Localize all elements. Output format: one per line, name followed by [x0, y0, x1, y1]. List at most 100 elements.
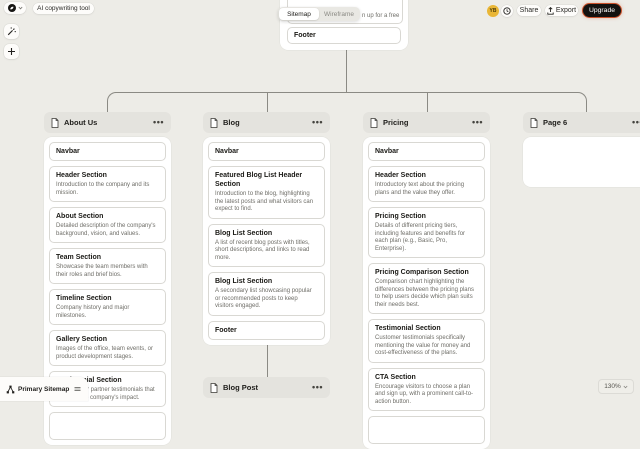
- section-description: Images of the office, team events, or pr…: [56, 346, 153, 360]
- page-menu-dots-icon[interactable]: •••: [153, 117, 164, 127]
- section-card[interactable]: Blog List Section A secondary list showca…: [208, 272, 325, 316]
- magic-wand-icon: [7, 27, 16, 36]
- user-avatar[interactable]: YB: [487, 5, 499, 17]
- toggle-wireframe[interactable]: Wireframe: [324, 10, 354, 18]
- page-menu-dots-icon[interactable]: •••: [472, 117, 483, 127]
- connector-horizontal: [115, 92, 578, 93]
- section-card-partial[interactable]: [368, 416, 485, 444]
- chevron-down-icon: [623, 385, 628, 389]
- section-card[interactable]: Timeline Section Company history and majo…: [49, 289, 166, 325]
- ai-tool-label: AI copywriting tool: [37, 5, 90, 12]
- page-icon: [530, 117, 538, 128]
- section-description: Customer testimonials specifically menti…: [375, 335, 471, 356]
- history-clock-icon: [503, 7, 511, 15]
- toggle-sitemap[interactable]: Sitemap: [279, 8, 319, 20]
- page-icon: [210, 117, 218, 128]
- section-title: Navbar: [215, 148, 239, 155]
- ai-copywriting-tool-button[interactable]: AI copywriting tool: [33, 3, 94, 14]
- section-card[interactable]: Testimonial Section Customer testimonials…: [368, 319, 485, 363]
- section-title: Header Section: [56, 172, 107, 179]
- connector-stub-pricing: [427, 92, 428, 112]
- section-title: Header Section: [375, 172, 426, 179]
- section-description: Introduction to the blog, highlighting t…: [215, 191, 314, 212]
- page-title: Blog Post: [223, 383, 258, 392]
- sitemap-name-label: Primary Sitemap: [18, 385, 70, 393]
- page-title: Pricing: [383, 118, 409, 127]
- section-description: Company history and major milestones.: [56, 305, 130, 319]
- section-title: Featured Blog List Header Section: [215, 172, 303, 188]
- section-description: Introductory text about the pricing plan…: [375, 182, 465, 196]
- page-icon: [370, 117, 378, 128]
- section-card[interactable]: Pricing Comparison Section Comparison cha…: [368, 263, 485, 314]
- section-description: A list of recent blog posts with titles,…: [215, 239, 310, 261]
- section-card[interactable]: Header Section Introductory text about th…: [368, 166, 485, 202]
- plus-icon: [7, 47, 16, 56]
- section-description: Details of different pricing tiers, incl…: [375, 223, 466, 252]
- section-description: Detailed description of the company's ba…: [56, 223, 156, 237]
- section-title: Team Section: [56, 254, 101, 261]
- share-button[interactable]: Share: [517, 5, 541, 16]
- section-card[interactable]: Featured Blog List Header Section Introdu…: [208, 166, 325, 219]
- page-title: Page 6: [543, 118, 568, 127]
- section-title: Testimonial Section: [56, 377, 122, 384]
- page-header[interactable]: About Us •••: [44, 112, 171, 133]
- home-footer-section-card[interactable]: Footer: [287, 27, 401, 44]
- section-title: Footer: [294, 32, 316, 39]
- page-menu-dots-icon[interactable]: •••: [312, 117, 323, 127]
- section-title: CTA Section: [375, 373, 416, 381]
- section-card[interactable]: About Section Detailed description of the…: [49, 207, 166, 243]
- workspace-logo-button[interactable]: [4, 2, 26, 14]
- page-header[interactable]: Blog •••: [203, 112, 330, 133]
- share-label: Share: [519, 7, 539, 14]
- section-card[interactable]: Pricing Section Details of different pric…: [368, 207, 485, 258]
- page-menu-dots-icon[interactable]: •••: [632, 117, 640, 127]
- connector-home-stem: [346, 50, 347, 93]
- upgrade-label: Upgrade: [588, 7, 616, 14]
- export-button[interactable]: Export: [545, 5, 578, 16]
- section-card[interactable]: Team Section Showcase the team members wi…: [49, 248, 166, 284]
- history-button[interactable]: [501, 5, 513, 17]
- section-title: Pricing Comparison Section: [375, 269, 469, 276]
- section-card[interactable]: CTA Section Encourage visitors to choose …: [368, 367, 485, 411]
- upload-icon: [547, 6, 554, 15]
- section-description: Customer or partner testimonials that hi…: [56, 387, 155, 401]
- section-card[interactable]: Navbar: [208, 142, 325, 161]
- connector-corner-left: [107, 92, 117, 102]
- zoom-level-value: 130%: [604, 383, 621, 390]
- connector-blogpost-stem: [267, 339, 268, 378]
- section-card[interactable]: Navbar: [368, 142, 485, 161]
- page-header[interactable]: Page 6 •••: [523, 112, 640, 133]
- page-header-blog-post[interactable]: Blog Post •••: [203, 377, 330, 398]
- section-card[interactable]: Navbar: [49, 142, 166, 161]
- section-title: Testimonial Section: [375, 325, 441, 332]
- section-title: Gallery Section: [56, 336, 107, 343]
- section-card-partial[interactable]: [49, 412, 166, 440]
- section-card[interactable]: Footer: [208, 320, 325, 340]
- section-title: Blog List Section: [215, 229, 273, 237]
- zoom-level-control[interactable]: 130%: [598, 379, 634, 394]
- section-description: Encourage visitors to choose a plan and …: [375, 383, 474, 405]
- section-card[interactable]: Gallery Section Images of the office, tea…: [49, 330, 166, 366]
- ai-wand-button[interactable]: [4, 24, 19, 39]
- section-card[interactable]: Blog List Section A list of recent blog p…: [208, 223, 325, 267]
- sitemap-list-icon[interactable]: [74, 386, 81, 392]
- section-title: Footer: [215, 326, 237, 334]
- section-title: Pricing Section: [375, 213, 426, 220]
- export-label: Export: [555, 7, 577, 14]
- section-card[interactable]: Header Section Introduction to the compan…: [49, 166, 166, 202]
- page-menu-dots-icon[interactable]: •••: [312, 382, 323, 392]
- section-title: Navbar: [375, 148, 399, 155]
- upgrade-button[interactable]: Upgrade: [583, 4, 621, 17]
- chevron-down-icon: [17, 6, 23, 10]
- section-title: Timeline Section: [56, 295, 112, 302]
- section-description: A secondary list showcasing popular or r…: [215, 288, 312, 309]
- primary-sitemap-bar[interactable]: Primary Sitemap: [0, 377, 88, 401]
- view-toggle[interactable]: Sitemap Wireframe: [278, 7, 360, 21]
- page-sections-container: Navbar Featured Blog List Header Section I…: [203, 137, 330, 345]
- page-header[interactable]: Pricing •••: [363, 112, 490, 133]
- page-sections-container: Navbar Header Section Introductory text ab…: [363, 137, 490, 449]
- add-page-button[interactable]: [4, 44, 19, 59]
- connector-stub-page6: [586, 101, 587, 112]
- section-title: Navbar: [56, 148, 80, 155]
